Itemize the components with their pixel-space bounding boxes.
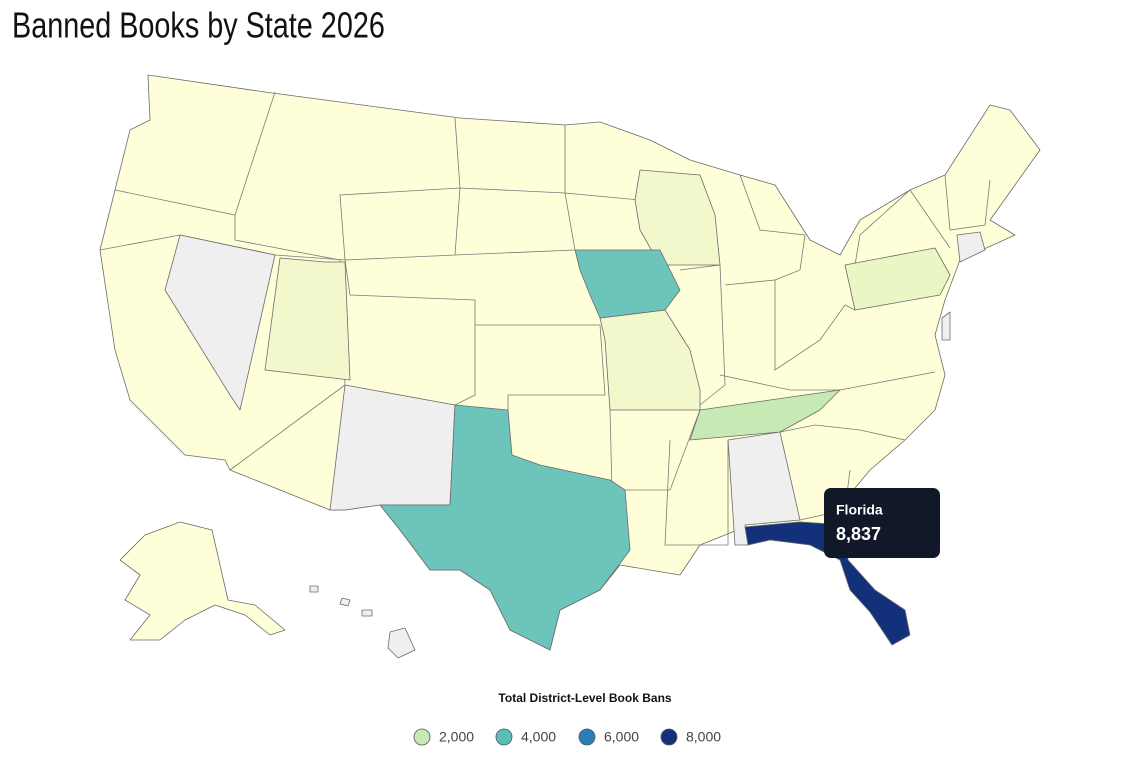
legend-label: 8,000 — [686, 729, 721, 745]
state-border — [854, 189, 951, 266]
legend-label: 2,000 — [439, 729, 474, 745]
state-border — [679, 264, 726, 406]
legend-swatch — [413, 728, 431, 746]
page-title: Banned Books by State 2026 — [12, 4, 385, 45]
state-border — [724, 279, 856, 371]
legend-swatch — [495, 728, 513, 746]
state-nodata — [941, 311, 951, 341]
legend-title: Total District-Level Book Bans — [498, 691, 671, 705]
state-border — [564, 125, 641, 201]
state-border — [664, 439, 729, 546]
state-nodata — [309, 585, 319, 593]
state-border — [454, 187, 576, 256]
legend-label: 6,000 — [604, 729, 639, 745]
tooltip-value: 8,837 — [836, 524, 881, 544]
state — [379, 404, 631, 651]
state — [634, 169, 721, 266]
tooltip-state: Florida — [836, 502, 883, 518]
state-border — [609, 409, 701, 491]
state-nodata — [329, 384, 456, 511]
legend-swatch — [660, 728, 678, 746]
state — [119, 521, 286, 641]
state — [264, 257, 351, 381]
legend-label: 4,000 — [521, 729, 556, 745]
tooltip: Florida 8,837 — [824, 488, 940, 558]
state-border — [229, 215, 346, 471]
state — [689, 389, 841, 441]
legend-swatch — [578, 728, 596, 746]
state-border — [739, 174, 806, 281]
state-border — [944, 174, 991, 231]
legend: 2,000 4,000 6,000 8,000 — [413, 728, 721, 746]
tooltip-box — [824, 488, 940, 558]
state-nodata — [956, 231, 986, 263]
state-nodata — [339, 597, 351, 607]
state — [599, 309, 701, 411]
state-border — [719, 371, 936, 391]
state-border — [475, 324, 606, 410]
state-border — [779, 424, 906, 441]
state-nodata — [164, 234, 276, 411]
state — [844, 247, 951, 311]
state-nodata — [361, 609, 373, 617]
states — [99, 74, 1041, 659]
state — [574, 249, 681, 319]
state-nodata — [387, 627, 416, 659]
